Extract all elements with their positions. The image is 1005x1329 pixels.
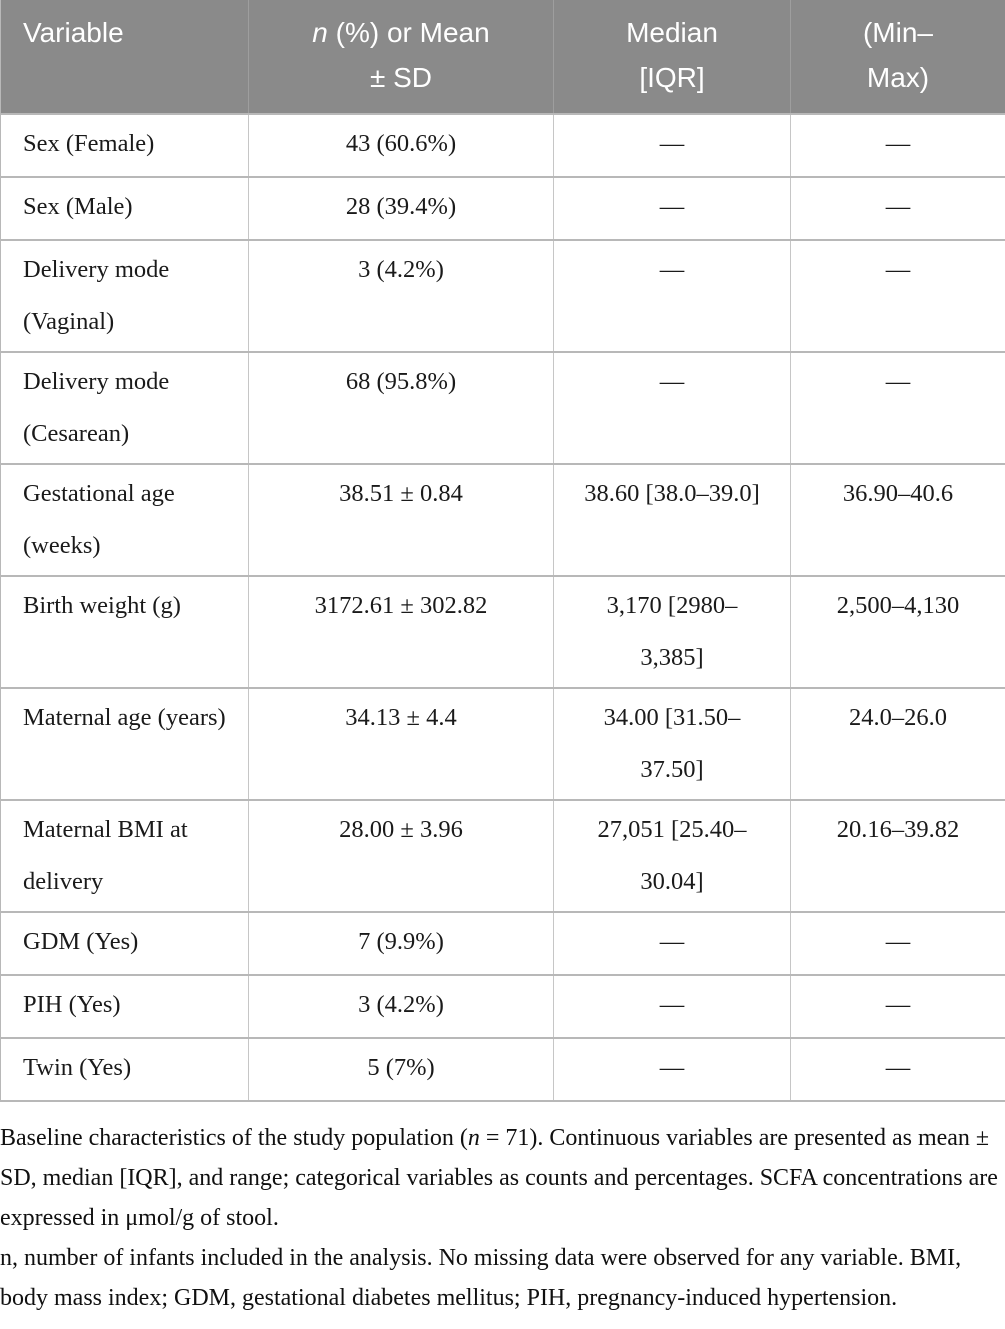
cell-variable: Delivery mode (Vaginal): [0, 239, 249, 352]
cell-median: 3,170 [2980–3,385]: [553, 575, 791, 688]
cell-variable: Sex (Female): [0, 113, 249, 177]
cell-variable: Maternal age (years): [0, 687, 249, 800]
cell-stat: 43 (60.6%): [248, 113, 554, 177]
cell-median: —: [553, 113, 791, 177]
header-stat-italic-n: n: [312, 17, 328, 48]
table-row-sex-male: Sex (Male) 28 (39.4%) — —: [0, 176, 1005, 240]
cell-stat: 7 (9.9%): [248, 911, 554, 975]
cell-range: 2,500–4,130: [790, 575, 1005, 688]
header-median-line1: Median: [626, 17, 718, 48]
table-body: Sex (Female) 43 (60.6%) — — Sex (Male) 2…: [0, 113, 1005, 1101]
cell-range: —: [790, 974, 1005, 1038]
cell-median: —: [553, 239, 791, 352]
table-row-gestational-age: Gestational age (weeks) 38.51 ± 0.84 38.…: [0, 463, 1005, 576]
table-header: Variable n (%) or Mean ± SD Median [IQR]…: [0, 0, 1005, 114]
cell-range: 36.90–40.6: [790, 463, 1005, 576]
cell-stat: 3 (4.2%): [248, 974, 554, 1038]
cell-variable: Gestational age (weeks): [0, 463, 249, 576]
cell-median: 27,051 [25.40–30.04]: [553, 799, 791, 912]
median-value: —: [659, 991, 685, 1018]
cell-stat: 3 (4.2%): [248, 239, 554, 352]
table-row-sex-female: Sex (Female) 43 (60.6%) — —: [0, 113, 1005, 177]
cell-stat: 28.00 ± 3.96: [248, 799, 554, 912]
cell-variable: Twin (Yes): [0, 1037, 249, 1101]
median-value: 27,051 [25.40–30.04]: [597, 816, 747, 895]
table-row-maternal-age: Maternal age (years) 34.13 ± 4.4 34.00 […: [0, 687, 1005, 800]
cell-median: —: [553, 911, 791, 975]
cell-range: —: [790, 113, 1005, 177]
cell-median: —: [553, 176, 791, 240]
header-variable-label: Variable: [23, 17, 124, 48]
cell-range: —: [790, 1037, 1005, 1101]
cell-range: —: [790, 176, 1005, 240]
table-row-pih: PIH (Yes) 3 (4.2%) — —: [0, 974, 1005, 1038]
median-value: —: [659, 256, 685, 283]
column-header-stat: n (%) or Mean ± SD: [248, 0, 554, 114]
cell-median: 34.00 [31.50–37.50]: [553, 687, 791, 800]
cell-median: 38.60 [38.0–39.0]: [553, 463, 791, 576]
cell-median: —: [553, 974, 791, 1038]
header-stat-line1-rest: (%) or Mean: [327, 17, 490, 48]
caption-italic-n: n: [467, 1125, 480, 1151]
footnote-abbreviations: n, number of infants included in the ana…: [0, 1245, 962, 1311]
cell-range: 20.16–39.82: [790, 799, 1005, 912]
table-row-delivery-vaginal: Delivery mode (Vaginal) 3 (4.2%) — —: [0, 239, 1005, 352]
median-value: 34.00 [31.50–37.50]: [603, 704, 741, 783]
table-row-delivery-cesarean: Delivery mode (Cesarean) 68 (95.8%) — —: [0, 351, 1005, 464]
cell-range: —: [790, 911, 1005, 975]
cell-range: —: [790, 239, 1005, 352]
header-minmax-line1: (Min–: [862, 17, 933, 48]
table-row-twin: Twin (Yes) 5 (7%) — —: [0, 1037, 1005, 1101]
footnote-caption: Baseline characteristics of the study po…: [0, 1118, 1005, 1238]
median-value: 38.60 [38.0–39.0]: [584, 480, 760, 507]
table-row-gdm: GDM (Yes) 7 (9.9%) — —: [0, 911, 1005, 975]
cell-stat: 34.13 ± 4.4: [248, 687, 554, 800]
header-minmax-line2: Max): [866, 62, 930, 93]
cell-range: —: [790, 351, 1005, 464]
cell-median: —: [553, 1037, 791, 1101]
header-stat-line2: ± SD: [369, 62, 433, 93]
table-row-birth-weight: Birth weight (g) 3172.61 ± 302.82 3,170 …: [0, 575, 1005, 688]
cell-variable: Delivery mode (Cesarean): [0, 351, 249, 464]
caption-text-post: = 71). Continuous variables are presente…: [0, 1125, 998, 1231]
cell-variable: Sex (Male): [0, 176, 249, 240]
median-value: —: [659, 1054, 685, 1081]
table-footnotes: Baseline characteristics of the study po…: [0, 1102, 1005, 1318]
cell-range: 24.0–26.0: [790, 687, 1005, 800]
baseline-characteristics-table: Variable n (%) or Mean ± SD Median [IQR]…: [0, 0, 1005, 1102]
cell-stat: 68 (95.8%): [248, 351, 554, 464]
column-header-minmax: (Min– Max): [790, 0, 1005, 114]
cell-variable: PIH (Yes): [0, 974, 249, 1038]
table-row-maternal-bmi: Maternal BMI at delivery 28.00 ± 3.96 27…: [0, 799, 1005, 912]
column-header-variable: Variable: [0, 0, 249, 114]
cell-variable: Birth weight (g): [0, 575, 249, 688]
cell-stat: 3172.61 ± 302.82: [248, 575, 554, 688]
header-median-line2: [IQR]: [639, 62, 705, 93]
cell-median: —: [553, 351, 791, 464]
header-row: Variable n (%) or Mean ± SD Median [IQR]…: [0, 0, 1005, 114]
column-header-median: Median [IQR]: [553, 0, 791, 114]
cell-stat: 28 (39.4%): [248, 176, 554, 240]
median-value: —: [659, 193, 685, 220]
cell-stat: 38.51 ± 0.84: [248, 463, 554, 576]
median-value: —: [659, 130, 685, 157]
caption-text-pre: Baseline characteristics of the study po…: [0, 1125, 468, 1151]
header-stat-line1: n (%) or Mean: [255, 10, 547, 55]
cell-stat: 5 (7%): [248, 1037, 554, 1101]
median-value: 3,170 [2980–3,385]: [606, 592, 738, 671]
median-value: —: [659, 368, 685, 395]
cell-variable: GDM (Yes): [0, 911, 249, 975]
median-value: —: [659, 928, 685, 955]
cell-variable: Maternal BMI at delivery: [0, 799, 249, 912]
